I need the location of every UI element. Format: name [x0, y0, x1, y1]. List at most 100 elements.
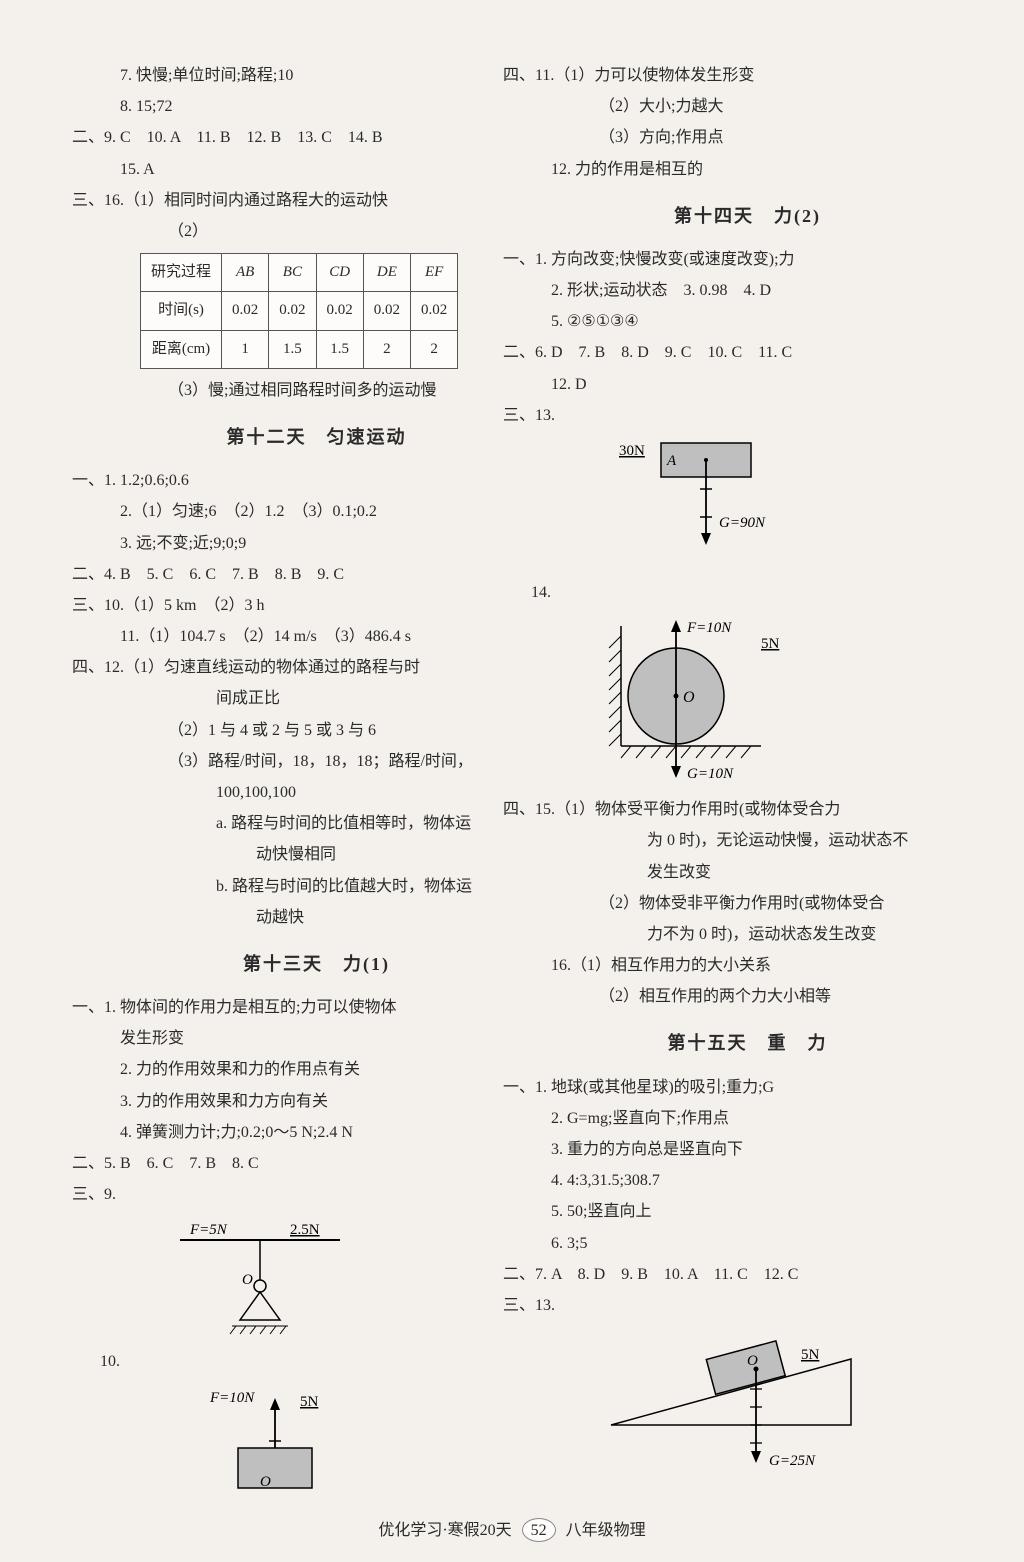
text: 三、16.（1）相同时间内通过路程大的运动快 [72, 185, 513, 216]
text: 二、4. B 5. C 6. C 7. B 8. B 9. C [72, 559, 513, 590]
text: 12. D [551, 369, 944, 400]
table-cell: 时间(s) [141, 292, 222, 330]
text: 二、5. B 6. C 7. B 8. C [72, 1148, 513, 1179]
text: 12. 力的作用是相互的 [551, 154, 944, 185]
day15-heading: 第十五天 重 力 [551, 1026, 944, 1061]
diagram-10: F=10N 5N O [160, 1386, 513, 1496]
text: 一、1. 方向改变;快慢改变(或速度改变);力 [503, 244, 944, 275]
text: （2）相互作用的两个力大小相等 [551, 981, 944, 1012]
diagram-14: O F=10N 5N G=10N [591, 616, 944, 786]
text: 一、1. 物体间的作用力是相互的;力可以使物体 [72, 992, 513, 1023]
table-cell: 1 [222, 330, 269, 368]
table-cell: 1.5 [269, 330, 316, 368]
label: 5N [761, 636, 780, 652]
page: 7. 快慢;单位时间;路程;10 8. 15;72 二、9. C 10. A 1… [0, 0, 1024, 1562]
day13-heading: 第十三天 力(1) [120, 947, 513, 982]
text: 力不为 0 时)，运动状态发生改变 [551, 919, 944, 950]
text: 二、7. A 8. D 9. B 10. A 11. C 12. C [503, 1259, 944, 1290]
right-column: 四、11.（1）力可以使物体发生形变 （2）大小;力越大 （3）方向;作用点 1… [543, 60, 984, 1508]
text: （2）大小;力越大 [551, 91, 944, 122]
label: 5N [300, 1394, 319, 1410]
table-cell: EF [411, 254, 458, 292]
label: F=10N [209, 1390, 255, 1406]
text: 5. 50;竖直向上 [551, 1196, 944, 1227]
left-column: 7. 快慢;单位时间;路程;10 8. 15;72 二、9. C 10. A 1… [40, 60, 519, 1508]
text: 8. 15;72 [120, 91, 513, 122]
label: 30N [619, 443, 645, 459]
text: 2. 力的作用效果和力的作用点有关 [120, 1054, 513, 1085]
diagram-15: O 5N G=25N [591, 1329, 944, 1479]
text: a. 路程与时间的比值相等时，物体运 [120, 808, 513, 839]
label: F=10N [686, 620, 732, 636]
label: F=5N [189, 1222, 228, 1238]
table-cell: CD [316, 254, 363, 292]
text: （3）方向;作用点 [551, 122, 944, 153]
table-cell: 0.02 [222, 292, 269, 330]
text: 3. 力的作用效果和力方向有关 [120, 1086, 513, 1117]
text: 一、1. 1.2;0.6;0.6 [72, 465, 513, 496]
label: O [242, 1272, 253, 1288]
label: O [747, 1353, 758, 1369]
text: b. 路程与时间的比值越大时，物体运 [120, 871, 513, 902]
text: 三、9. [72, 1179, 513, 1210]
label: 2.5N [290, 1222, 320, 1238]
text: 二、6. D 7. B 8. D 9. C 10. C 11. C [503, 337, 944, 368]
table-cell: 1.5 [316, 330, 363, 368]
text: 7. 快慢;单位时间;路程;10 [120, 60, 513, 91]
text: 15. A [120, 154, 513, 185]
text: 4. 弹簧测力计;力;0.2;0～5 N;2.4 N [120, 1117, 513, 1148]
text: 3. 远;不变;近;9;0;9 [120, 528, 513, 559]
text: （3）慢;通过相同路程时间多的运动慢 [120, 375, 513, 406]
text: 100,100,100 [120, 777, 513, 808]
day14-heading: 第十四天 力(2) [551, 199, 944, 234]
text: 一、1. 地球(或其他星球)的吸引;重力;G [503, 1072, 944, 1103]
text: 三、13. [503, 1290, 944, 1321]
table-cell: 0.02 [363, 292, 410, 330]
table-cell: AB [222, 254, 269, 292]
table-cell: DE [363, 254, 410, 292]
table-16: 研究过程 AB BC CD DE EF 时间(s) 0.02 0.02 0.02… [140, 253, 458, 369]
table-cell: 2 [411, 330, 458, 368]
text: 6. 3;5 [551, 1228, 944, 1259]
columns: 7. 快慢;单位时间;路程;10 8. 15;72 二、9. C 10. A 1… [40, 60, 984, 1508]
text: （2） [120, 216, 513, 247]
table-cell: 距离(cm) [141, 330, 222, 368]
table-cell: 研究过程 [141, 254, 222, 292]
label: O [260, 1474, 271, 1490]
page-footer: 优化学习·寒假20天 52 八年级物理 [40, 1516, 984, 1542]
text: 动越快 [120, 902, 513, 933]
table-cell: BC [269, 254, 316, 292]
day12-heading: 第十二天 匀速运动 [120, 420, 513, 455]
text: 2.（1）匀速;6 （2）1.2 （3）0.1;0.2 [120, 496, 513, 527]
label: G=90N [719, 515, 766, 531]
text: 10. [100, 1346, 513, 1377]
label: G=10N [687, 766, 734, 782]
text: 5. ②⑤①③④ [551, 306, 944, 337]
page-number: 52 [522, 1518, 556, 1542]
text: 三、10.（1）5 km （2）3 h [72, 590, 513, 621]
text: 3. 重力的方向总是竖直向下 [551, 1134, 944, 1165]
footer-left: 优化学习·寒假20天 [378, 1522, 511, 1539]
table-cell: 0.02 [269, 292, 316, 330]
diagram-9: F=5N 2.5N O [160, 1218, 513, 1338]
label: 5N [801, 1347, 820, 1363]
text: 间成正比 [120, 683, 513, 714]
text: （2）1 与 4 或 2 与 5 或 3 与 6 [120, 715, 513, 746]
table-cell: 0.02 [316, 292, 363, 330]
text: 发生形变 [120, 1023, 513, 1054]
text: 2. 形状;运动状态 3. 0.98 4. D [551, 275, 944, 306]
text: 4. 4:3,31.5;308.7 [551, 1165, 944, 1196]
diagram-13: 30N A G=90N [591, 439, 944, 569]
text: 16.（1）相互作用力的大小关系 [551, 950, 944, 981]
table-cell: 0.02 [411, 292, 458, 330]
text: 四、12.（1）匀速直线运动的物体通过的路程与时 [72, 652, 513, 683]
label: G=25N [769, 1453, 816, 1469]
text: 二、9. C 10. A 11. B 12. B 13. C 14. B [72, 122, 513, 153]
text: 四、15.（1）物体受平衡力作用时(或物体受合力 [503, 794, 944, 825]
text: （2）物体受非平衡力作用时(或物体受合 [551, 888, 944, 919]
text: （3）路程/时间，18，18，18；路程/时间， [120, 746, 513, 777]
text: 三、13. [503, 400, 944, 431]
text: 14. [531, 577, 944, 608]
text: 2. G=mg;竖直向下;作用点 [551, 1103, 944, 1134]
text: 发生改变 [551, 857, 944, 888]
